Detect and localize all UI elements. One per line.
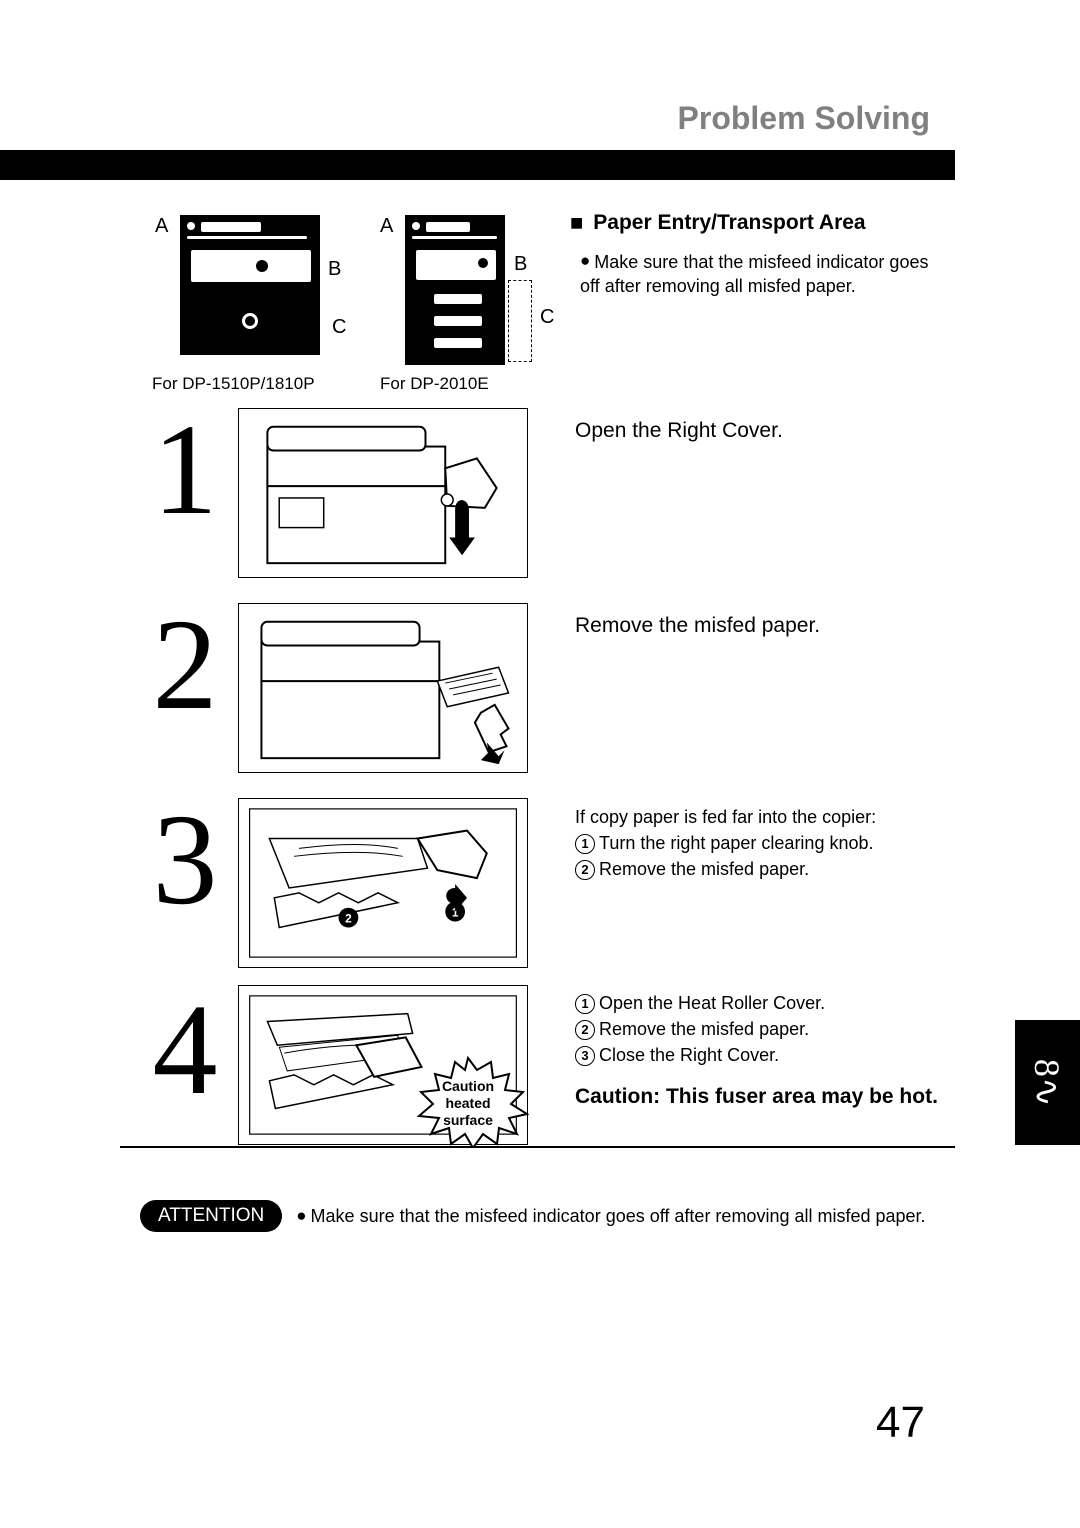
printer-illustration-1 [239, 409, 527, 577]
panel-right-c: C [540, 306, 554, 329]
printer-illustration-3: 1 2 [239, 799, 527, 967]
panel-left-a: A [155, 215, 168, 238]
step-4-image: Caution heated surface [238, 985, 528, 1145]
panel-right-a: A [380, 215, 393, 238]
panel-left-caption: For DP-1510P/1810P [152, 374, 315, 394]
step-4-line-2: Remove the misfed paper. [599, 1019, 809, 1039]
step-3-number: 3 [145, 785, 225, 935]
section-title-block: ■ Paper Entry/Transport Area [570, 210, 866, 236]
caution-burst-text: Caution heated surface [413, 1078, 523, 1128]
step-1-number: 1 [145, 395, 225, 545]
step-4-caution: Caution: This fuser area may be hot. [575, 1082, 955, 1112]
section-note-text: Make sure that the misfeed indicator goe… [580, 252, 928, 296]
bullet-icon-2: ● [296, 1206, 306, 1226]
divider-line [120, 1146, 955, 1148]
side-tab: 8∿ [1015, 1020, 1080, 1145]
step-4-line-1: Open the Heat Roller Cover. [599, 993, 825, 1013]
header-black-bar [0, 150, 955, 180]
step-1-text: Open the Right Cover. [575, 416, 783, 445]
section-title: Paper Entry/Transport Area [593, 211, 865, 235]
panel-right-b: B [514, 253, 527, 276]
step-3-line-2: Remove the misfed paper. [599, 859, 809, 879]
bullet-icon: ● [580, 250, 590, 273]
panel-right-dashed [508, 280, 532, 362]
step-4-number: 4 [145, 975, 225, 1125]
burst-line-3: surface [413, 1112, 523, 1129]
panel-left-box [180, 215, 320, 355]
step-4-text: 1Open the Heat Roller Cover. 2Remove the… [575, 990, 955, 1113]
step-3-line-1: Turn the right paper clearing knob. [599, 833, 874, 853]
svg-text:2: 2 [345, 912, 352, 926]
panel-left-b: B [328, 258, 341, 281]
panel-right-box [405, 215, 505, 365]
step-2-text: Remove the misfed paper. [575, 611, 820, 640]
panel-right-caption: For DP-2010E [380, 374, 489, 394]
section-marker-icon: ■ [570, 210, 583, 236]
step-2-image [238, 603, 528, 773]
step-1-image [238, 408, 528, 578]
page-header: Problem Solving [678, 100, 930, 137]
panel-left-c: C [332, 316, 346, 339]
burst-line-1: Caution [413, 1078, 523, 1095]
attention-pill: ATTENTION [140, 1200, 282, 1232]
burst-line-2: heated [413, 1095, 523, 1112]
printer-illustration-2 [239, 604, 527, 772]
step-4-line-3: Close the Right Cover. [599, 1045, 779, 1065]
attention-text: ●Make sure that the misfeed indicator go… [296, 1206, 925, 1227]
section-note: ●Make sure that the misfeed indicator go… [580, 250, 940, 299]
circled-2b-icon: 2 [575, 1020, 595, 1040]
circled-2-icon: 2 [575, 860, 595, 880]
attention-body: Make sure that the misfeed indicator goe… [311, 1206, 926, 1226]
side-tab-icon: 8∿ [1026, 1058, 1068, 1106]
step-2-number: 2 [145, 590, 225, 740]
step-3-intro: If copy paper is fed far into the copier… [575, 804, 955, 830]
step-3-text: If copy paper is fed far into the copier… [575, 804, 955, 882]
attention-row: ATTENTION ●Make sure that the misfeed in… [140, 1200, 926, 1232]
circled-3-icon: 3 [575, 1046, 595, 1066]
page-number: 47 [876, 1398, 925, 1448]
step-3-image: 1 2 [238, 798, 528, 968]
circled-1-icon: 1 [575, 834, 595, 854]
circled-1b-icon: 1 [575, 994, 595, 1014]
